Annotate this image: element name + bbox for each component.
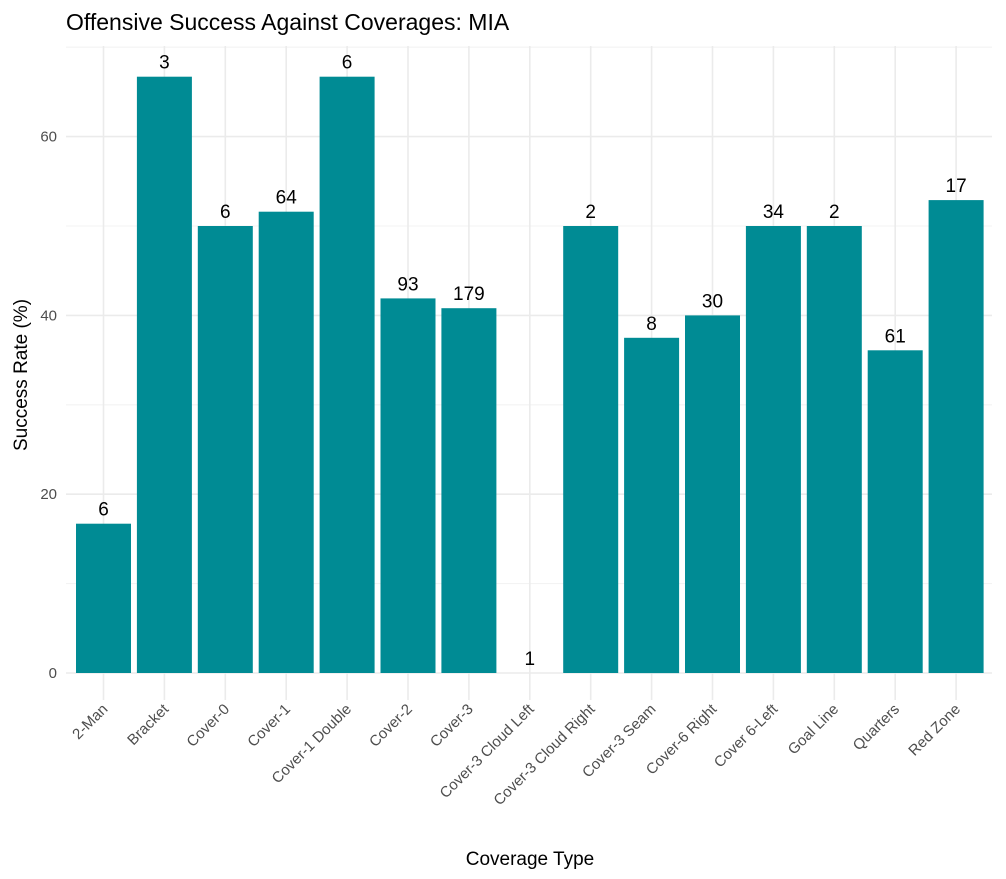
bar-data-label: 17 bbox=[946, 176, 967, 197]
x-tick-label: Quarters bbox=[850, 701, 903, 754]
bar-cover-1-double bbox=[319, 76, 375, 673]
x-tick-label: Cover 6-Left bbox=[711, 700, 782, 771]
bar-data-label: 34 bbox=[763, 202, 785, 223]
x-tick-label: Cover-2 bbox=[366, 701, 416, 751]
x-tick-label: Goal Line bbox=[785, 701, 842, 758]
bar-data-label: 61 bbox=[885, 326, 906, 347]
y-axis-title: Success Rate (%) bbox=[11, 299, 32, 451]
y-tick-label: 0 bbox=[49, 665, 57, 682]
bar-data-label: 6 bbox=[220, 202, 231, 223]
x-tick-label: Cover-1 bbox=[244, 701, 294, 751]
bar-data-labels: 6 3 6 64 6 93 179 1 2 8 30 34 2 61 17 bbox=[98, 53, 966, 670]
bar-cover-6-right bbox=[685, 315, 740, 673]
bar-bracket bbox=[136, 76, 192, 673]
bar-data-label: 3 bbox=[159, 53, 170, 74]
x-tick-label: Cover-3 Cloud Right bbox=[490, 700, 599, 809]
x-tick-label: Cover-0 bbox=[183, 701, 233, 751]
bar-data-label: 64 bbox=[276, 188, 298, 209]
x-axis-title: Coverage Type bbox=[466, 849, 595, 870]
y-tick-label: 40 bbox=[40, 307, 57, 324]
bar-data-label: 6 bbox=[342, 53, 353, 74]
bar-data-label: 2 bbox=[829, 202, 840, 223]
bar-data-label: 30 bbox=[702, 291, 723, 312]
bar-data-label: 93 bbox=[397, 274, 418, 295]
x-tick-label: Cover-3 bbox=[427, 701, 477, 751]
bar-red-zone bbox=[928, 200, 984, 673]
bar-cover-0 bbox=[197, 226, 253, 673]
bar-data-label: 2 bbox=[585, 202, 596, 223]
bar-goal-line bbox=[806, 226, 862, 673]
bar-quarters bbox=[867, 350, 923, 673]
bar-cover-3-cloud-right bbox=[563, 226, 619, 673]
y-axis-ticks: 0 20 40 60 bbox=[40, 129, 57, 682]
bar-cover-2 bbox=[380, 298, 436, 673]
chart-title: Offensive Success Against Coverages: MIA bbox=[66, 9, 510, 35]
y-tick-label: 20 bbox=[40, 486, 57, 503]
x-tick-label: 2-Man bbox=[69, 701, 111, 743]
bar-cover-1 bbox=[258, 211, 314, 673]
bar-data-label: 6 bbox=[98, 500, 109, 521]
bar-data-label: 8 bbox=[646, 314, 657, 335]
bar-cover-3-seam bbox=[624, 337, 680, 674]
bar-series bbox=[76, 76, 984, 674]
bar-data-label: 179 bbox=[453, 284, 485, 305]
bar-2-man bbox=[76, 523, 131, 673]
bar-data-label: 1 bbox=[525, 649, 536, 670]
x-tick-label: Red Zone bbox=[905, 701, 964, 760]
y-tick-label: 60 bbox=[40, 129, 57, 146]
x-tick-label: Bracket bbox=[124, 700, 173, 749]
bar-cover-6-left bbox=[745, 226, 801, 673]
bar-cover-3 bbox=[441, 308, 497, 673]
